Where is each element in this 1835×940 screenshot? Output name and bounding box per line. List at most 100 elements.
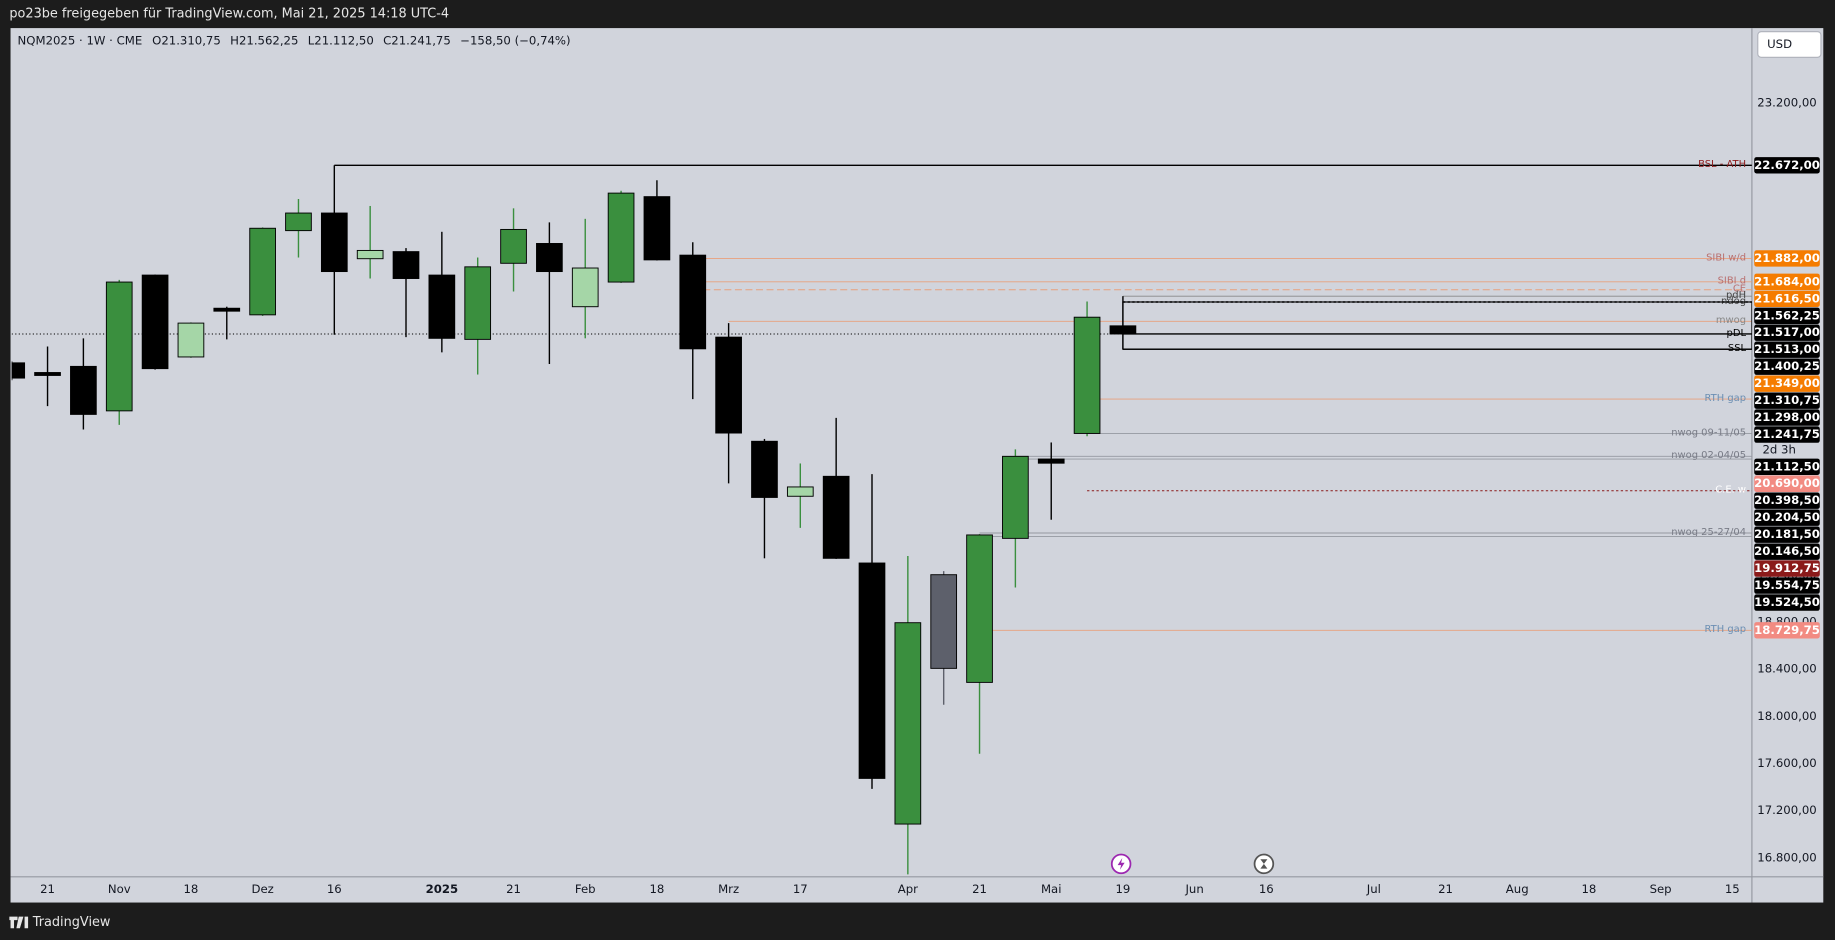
x-tick-label: 18 xyxy=(649,882,664,896)
brand-name: TradingView xyxy=(32,915,111,930)
price-mark-label: 18.729,75 xyxy=(1754,623,1820,637)
price-mark-label: 21.882,00 xyxy=(1754,251,1820,265)
x-tick-label: 17 xyxy=(793,882,808,896)
candle-body xyxy=(607,192,635,283)
price-mark-label: 21.241,75 xyxy=(1754,427,1820,441)
price-mark-box xyxy=(1754,594,1820,611)
candle-body xyxy=(392,251,420,279)
price-mark-box xyxy=(1754,358,1820,375)
candle-body xyxy=(105,281,133,412)
x-tick-label: Mai xyxy=(1041,882,1061,896)
x-tick-label: 21 xyxy=(972,882,987,896)
price-mark-box xyxy=(1754,290,1820,307)
symbol-info[interactable]: NQM2025 · 1W · CME xyxy=(18,33,143,47)
candle-body xyxy=(786,486,814,497)
price-mark-box xyxy=(1754,622,1820,639)
price-mark-label: 19.554,75 xyxy=(1754,578,1820,592)
price-mark-box xyxy=(1754,392,1820,409)
price-mark-label: 21.562,25 xyxy=(1754,308,1820,322)
price-mark-label: 21.400,25 xyxy=(1754,359,1820,373)
price-mark-box xyxy=(1754,324,1820,341)
candle-body xyxy=(1002,455,1029,539)
price-mark-label: 20.690,00 xyxy=(1754,476,1820,490)
candle-body xyxy=(11,362,26,379)
price-mark-box xyxy=(1754,492,1820,509)
x-tick-label: Dez xyxy=(251,882,273,896)
price-mark-box xyxy=(1754,375,1820,392)
level-label: RTH gap xyxy=(1704,624,1746,635)
y-tick-label: 17.600,00 xyxy=(1757,756,1816,770)
price-mark-box xyxy=(1754,577,1820,594)
currency-button[interactable] xyxy=(1757,31,1822,58)
candle-body xyxy=(571,267,599,308)
price-mark-label: 19.912,75 xyxy=(1754,561,1820,575)
price-mark-label: 22.672,00 xyxy=(1754,158,1820,172)
x-tick-label: Jun xyxy=(1184,882,1203,896)
price-mark-label: 20.181,50 xyxy=(1754,527,1820,541)
candle-body xyxy=(1037,458,1065,464)
price-mark-label: 19.524,50 xyxy=(1754,595,1820,609)
level-label: BSL - ATH xyxy=(1698,159,1746,170)
level-label: nwog 09-11/05 xyxy=(1671,427,1746,438)
price-mark-label: 20.146,50 xyxy=(1754,544,1820,558)
x-tick-label: 18 xyxy=(183,882,198,896)
x-tick-label: Sep xyxy=(1650,882,1672,896)
x-tick-label: Apr xyxy=(898,882,918,896)
y-tick-label: 18.400,00 xyxy=(1757,662,1816,676)
price-mark-label: 21.684,00 xyxy=(1754,274,1820,288)
x-tick-label: Feb xyxy=(575,882,596,896)
x-tick-label: 18 xyxy=(1581,882,1596,896)
candle-body xyxy=(34,372,61,376)
level-label: nwog 25-27/04 xyxy=(1671,527,1746,538)
x-tick-label: 21 xyxy=(40,882,55,896)
candle-body xyxy=(1109,325,1137,335)
price-mark-box xyxy=(1754,341,1820,358)
price-mark-label: 21.112,50 xyxy=(1754,459,1820,473)
bar-countdown: 2d 3h xyxy=(1762,442,1795,456)
level-label: RTH gap xyxy=(1704,393,1746,404)
candle-body xyxy=(536,243,563,273)
price-mark-box xyxy=(1754,157,1820,174)
event-icon-lightning[interactable] xyxy=(1110,853,1132,875)
price-mark-box xyxy=(1754,273,1820,291)
level-label: mwog xyxy=(1716,315,1746,326)
price-mark-box xyxy=(1754,409,1820,426)
x-tick-label: 2025 xyxy=(426,882,459,896)
level-label: ndog xyxy=(1721,296,1746,307)
x-tick-label: 21 xyxy=(1438,882,1453,896)
price-mark-box xyxy=(1754,526,1820,543)
candle-body xyxy=(213,307,241,312)
price-mark-box xyxy=(1754,475,1820,492)
candle-body xyxy=(464,266,492,340)
price-mark-box xyxy=(1754,250,1820,267)
candle-body xyxy=(679,254,707,350)
ohlc-value: O21.310,75 xyxy=(152,33,221,47)
event-circle[interactable] xyxy=(1253,853,1275,875)
event-icon-hourglass[interactable] xyxy=(1253,853,1275,875)
candle-body xyxy=(141,274,169,370)
level-label: SIBI d xyxy=(1718,276,1746,287)
y-tick-label: 23.200,00 xyxy=(1757,95,1816,109)
y-tick-label: 16.800,00 xyxy=(1757,850,1816,864)
y-tick-label: 18.000,00 xyxy=(1757,709,1816,723)
level-label: SIBI w/d xyxy=(1706,252,1746,263)
x-tick-label: 15 xyxy=(1725,882,1740,896)
x-tick-label: 19 xyxy=(1115,882,1130,896)
price-mark-box xyxy=(1754,560,1820,577)
candle-body xyxy=(320,212,348,273)
price-mark-label: 20.204,50 xyxy=(1754,510,1820,524)
candle-body xyxy=(177,322,205,358)
candle-body xyxy=(643,196,671,261)
currency-label[interactable]: USD xyxy=(1767,37,1792,51)
x-tick-label: Nov xyxy=(108,882,131,896)
ohlc-value: L21.112,50 xyxy=(308,33,374,47)
price-mark-box xyxy=(1754,543,1820,560)
candle-body xyxy=(930,574,958,669)
price-mark-label: 21.517,00 xyxy=(1754,325,1820,339)
candle-body xyxy=(356,249,384,260)
level-label: C.E. w xyxy=(1715,485,1746,496)
x-tick-label: Aug xyxy=(1506,882,1529,896)
price-mark-label: 21.513,00 xyxy=(1754,342,1820,356)
hourglass-glyph xyxy=(1260,859,1268,869)
